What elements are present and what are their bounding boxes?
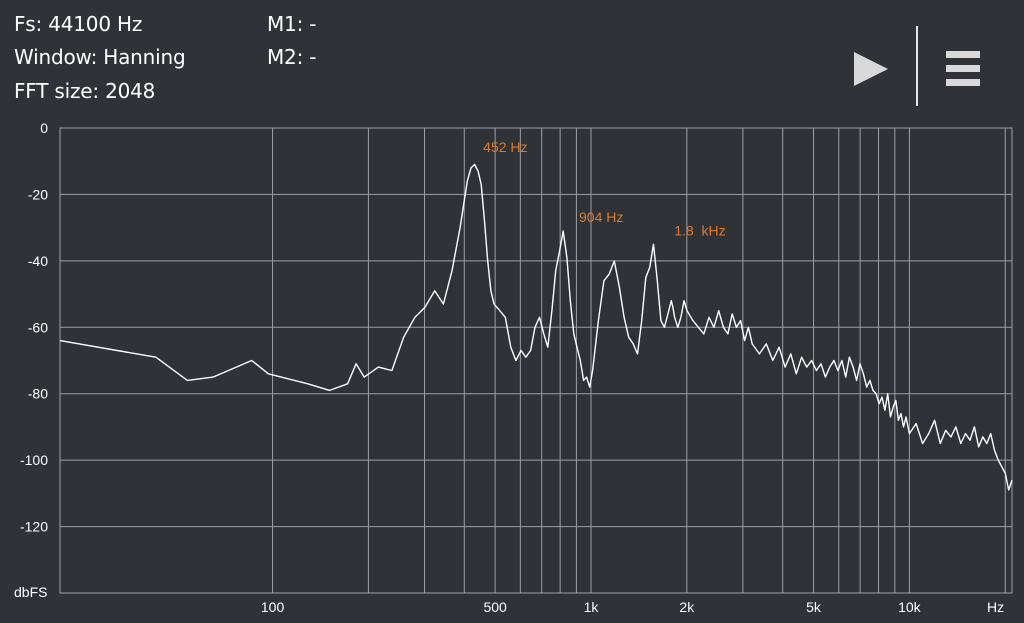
peak-annotation-label: 452 Hz [483,139,527,155]
sample-rate-label: Fs: 44100 Hz [14,12,143,36]
y-tick-label: -100 [20,452,48,468]
window-type-label: Window: Hanning [14,45,186,69]
chart-grid [59,127,1013,594]
x-tick-label: 5k [806,599,822,615]
play-button[interactable] [846,46,894,92]
y-tick-label: -40 [28,253,48,269]
toolbar-divider [916,26,918,106]
y-tick-label: -20 [28,186,48,202]
y-tick-label: -80 [28,386,48,402]
plot-border [59,127,1013,594]
play-icon [854,52,888,86]
y-axis-tick-labels: 0 -20 -40 -60 -80 -100 -120 [20,120,48,535]
y-tick-label: -120 [20,519,48,535]
y-axis-unit-label: dbFS [14,584,47,600]
peak-annotations: 452 Hz 904 Hz 1.8 kHz [483,139,725,238]
peak-annotation-label: 904 Hz [579,209,623,225]
marker-1-label: M1: - [267,12,317,36]
x-tick-label: 2k [679,599,695,615]
y-tick-label: 0 [40,120,48,136]
x-tick-label: 100 [261,599,285,615]
x-axis-unit-label: Hz [987,599,1004,615]
peak-annotation-label: 1.8 kHz [674,222,725,238]
x-axis-tick-labels: 100 500 1k 2k 5k 10k [261,599,922,615]
fft-size-label: FFT size: 2048 [14,79,156,103]
hamburger-menu-icon [946,51,980,86]
marker-2-label: M2: - [267,45,317,69]
y-tick-label: -60 [28,319,48,335]
x-tick-label: 10k [898,599,922,615]
spectrum-series-line [59,163,1013,491]
x-tick-label: 500 [483,599,507,615]
menu-button[interactable] [938,46,988,92]
x-tick-label: 1k [584,599,600,615]
spectrum-trace [59,163,1013,491]
